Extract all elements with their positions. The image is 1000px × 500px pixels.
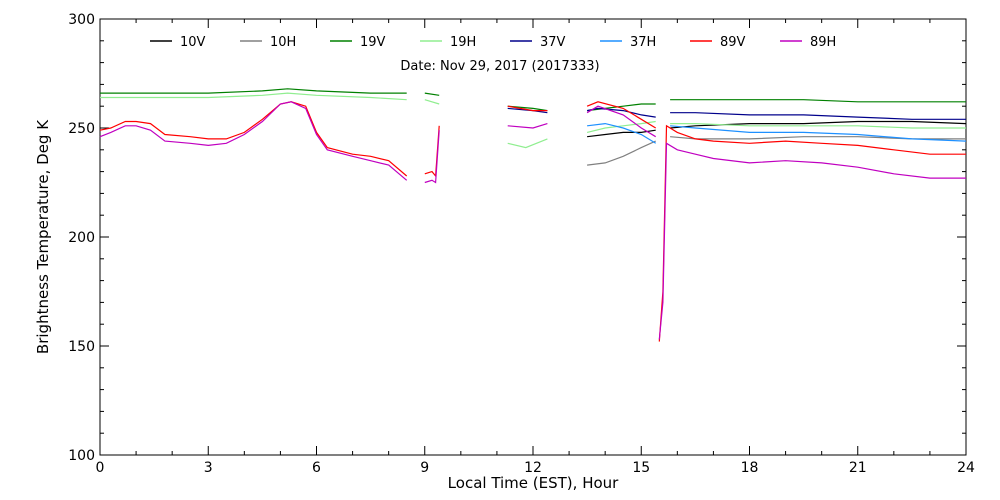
series-line-19v xyxy=(507,105,548,112)
series-line-19h xyxy=(670,122,966,129)
series-37h xyxy=(587,122,967,144)
y-tick-label: 150 xyxy=(68,339,95,355)
series-line-89v xyxy=(99,101,408,177)
series-line-89h xyxy=(99,101,408,181)
legend-label: 89V xyxy=(720,35,746,50)
series-10v xyxy=(587,120,967,138)
series-line-19v xyxy=(670,99,966,103)
x-tick-label: 24 xyxy=(957,460,975,476)
y-tick-label: 250 xyxy=(68,121,95,137)
series-19h xyxy=(100,92,966,149)
series-line-19h xyxy=(507,138,548,149)
x-tick-label: 6 xyxy=(312,460,321,476)
x-tick-label: 21 xyxy=(849,460,867,476)
series-line-89h xyxy=(424,130,440,184)
x-tick-label: 0 xyxy=(96,460,105,476)
date-subtitle: Date: Nov 29, 2017 (2017333) xyxy=(400,59,599,74)
legend-label: 37V xyxy=(540,35,566,50)
y-tick-label: 100 xyxy=(68,448,95,464)
x-tick-label: 12 xyxy=(524,460,542,476)
x-tick-label: 3 xyxy=(204,460,213,476)
legend-label: 19H xyxy=(450,35,476,50)
plot-frame xyxy=(99,18,967,456)
series-line-89h xyxy=(586,105,657,138)
axis-ticks: 0 3 6 9 12 15 18 21 24 100 150 200 250 300 xyxy=(68,12,975,476)
x-tick-label: 9 xyxy=(420,460,429,476)
series-89h xyxy=(99,101,966,340)
series-line-10v xyxy=(670,120,967,129)
series-line-37h xyxy=(587,122,657,144)
series-37v xyxy=(507,107,966,120)
series-line-89v xyxy=(586,101,657,129)
series-line-10v xyxy=(587,129,656,138)
x-tick-label: 15 xyxy=(632,460,650,476)
legend-label: 89H xyxy=(810,35,836,50)
y-axis-title: Brightness Temperature, Deg K xyxy=(34,119,52,354)
series-line-19h xyxy=(100,92,407,101)
legend-item-10v: 10V xyxy=(150,35,206,50)
series-19v xyxy=(100,88,966,112)
legend-label: 10V xyxy=(180,35,206,50)
legend-item-37h: 37H xyxy=(600,35,656,50)
series-line-89v xyxy=(507,105,548,112)
legend-item-10h: 10H xyxy=(240,35,296,50)
legend-item-19v: 19V xyxy=(330,35,386,50)
legend-label: 37H xyxy=(630,35,656,50)
series-line-19v xyxy=(587,103,656,112)
series-line-37v xyxy=(586,107,656,118)
series-line-19v xyxy=(100,88,407,94)
series-89v xyxy=(99,101,966,342)
y-tick-label: 200 xyxy=(68,230,95,246)
series-line-10h xyxy=(670,136,966,140)
series-line-89h xyxy=(658,142,966,340)
series-line-37v xyxy=(670,112,966,120)
legend-item-89v: 89V xyxy=(690,35,746,50)
series-lines xyxy=(99,88,967,342)
legend-item-37v: 37V xyxy=(510,35,566,50)
series-line-19v xyxy=(424,92,440,96)
y-tick-label: 300 xyxy=(68,12,95,28)
legend-item-89h: 89H xyxy=(780,35,836,50)
x-tick-label: 18 xyxy=(741,460,759,476)
legend-label: 10H xyxy=(270,35,296,50)
series-line-89h xyxy=(507,123,548,129)
x-axis-title: Local Time (EST), Hour xyxy=(448,474,619,492)
series-line-19h xyxy=(424,99,440,105)
series-line-10h xyxy=(587,140,656,166)
legend: 10V 10H 19V 19H 37V 37H 89V 89H xyxy=(150,35,836,50)
legend-label: 19V xyxy=(360,35,386,50)
legend-item-19h: 19H xyxy=(420,35,476,50)
series-line-37h xyxy=(670,125,967,142)
series-line-89v xyxy=(658,124,966,342)
